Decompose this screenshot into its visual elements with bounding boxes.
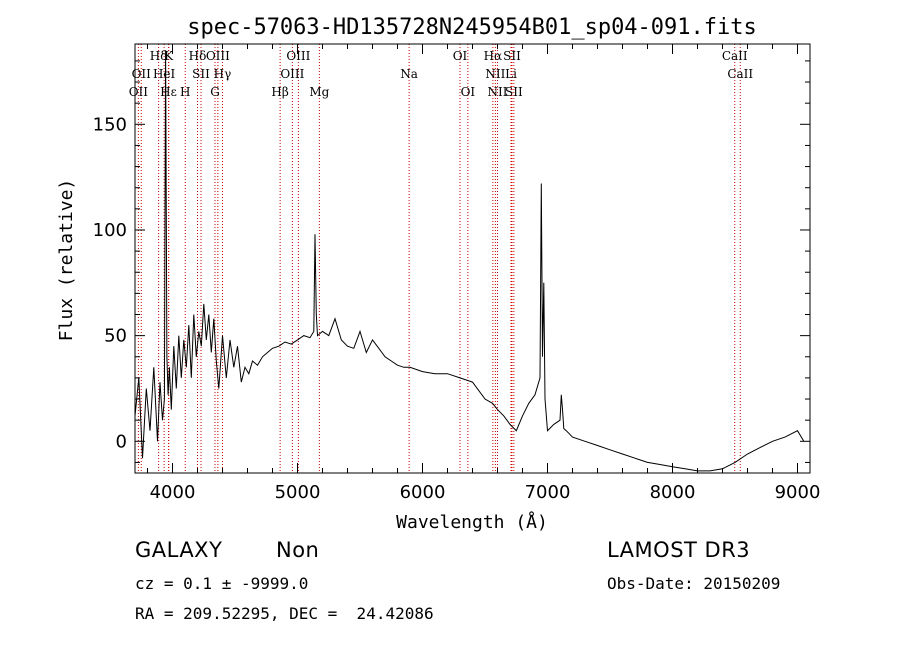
line-label: SII [503,49,521,63]
x-axis-label: Wavelength (Å) [396,511,548,533]
x-tick-label: 7000 [525,482,571,503]
line-label: OIII [280,67,304,81]
flux-series-line [134,50,805,472]
y-tick-label: 0 [116,431,127,452]
chart-title: spec-57063-HD135728N245954B01_sp04-091.f… [187,15,757,40]
line-label: OIII [286,49,310,63]
x-tick-label: 4000 [150,482,196,503]
line-label: K [164,49,174,63]
x-tick-label: 5000 [275,482,321,503]
y-tick-label: 100 [93,220,127,241]
line-label: Hγ [214,67,232,81]
x-axis-ticks: 4000 5000 6000 7000 8000 9000 [147,44,821,503]
x-tick-label: 9000 [775,482,821,503]
plot-frame [134,43,811,474]
line-label: G [210,85,220,99]
object-subclass: Non [276,538,320,562]
object-class: GALAXY [135,538,223,562]
line-label: Hα [484,49,503,63]
line-label: NII [485,67,505,81]
line-label: Na [400,67,418,81]
line-label: CaII [727,67,753,81]
line-label: Mg [309,85,329,99]
spectral-line-markers [137,44,741,473]
observation-date: Obs-Date: 20150209 [607,574,781,593]
redshift-cz: cz = 0.1 ± -9999.0 [135,574,309,593]
line-label: SII [192,67,210,81]
line-label: Hβ [271,85,288,99]
line-label: OI [453,49,468,63]
y-tick-label: 50 [104,326,127,347]
line-label: OI [461,85,476,99]
coordinates: RA = 209.52295, DEC = 24.42086 [135,604,434,623]
y-axis-label: Flux (relative) [56,179,77,342]
line-label: H [180,85,190,99]
line-label: SII [505,85,523,99]
line-label: OII [132,67,152,81]
x-tick-label: 8000 [650,482,696,503]
line-label: Li [505,67,517,81]
line-label: OII [129,85,149,99]
y-tick-label: 150 [93,114,127,135]
line-label: NII [488,85,508,99]
line-label: Hδ [189,49,207,63]
y-axis-ticks: 0 50 100 150 [93,60,810,463]
line-label: Hδ [150,49,168,63]
survey-name: LAMOST DR3 [607,538,751,562]
line-label: OIII [206,49,230,63]
x-tick-label: 6000 [400,482,446,503]
line-label: Hε [160,85,177,99]
spectral-line-labels: OIIOIIHδHeIHεKHHδSIIGOIIIHγHβOIIIOIIIMgN… [129,49,754,99]
line-label: HeI [153,67,176,81]
line-label: CaII [722,49,748,63]
